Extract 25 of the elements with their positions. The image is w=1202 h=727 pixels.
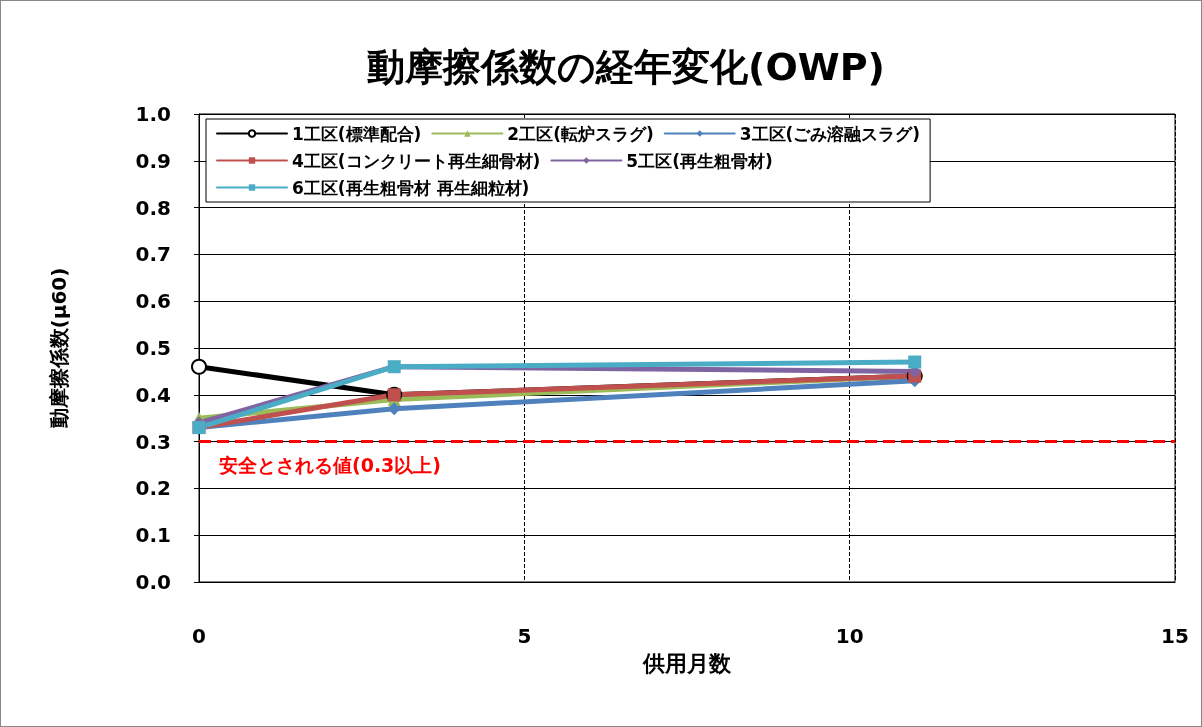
ref-line-label: 安全とされる値(0.3以上) bbox=[219, 454, 442, 477]
y-tick-label: 0.9 bbox=[135, 148, 171, 173]
y-tick-label: 0.3 bbox=[135, 429, 171, 454]
y-axis-title: 動摩擦係数(μ60) bbox=[47, 267, 71, 430]
y-tick-label: 0.8 bbox=[135, 195, 171, 220]
y-tick-label: 0.7 bbox=[135, 242, 171, 267]
x-tick-label: 0 bbox=[192, 624, 206, 648]
x-tick-label: 5 bbox=[517, 624, 532, 648]
legend-label: 2工区(転炉スラグ) bbox=[507, 123, 654, 144]
legend-label: 3工区(ごみ溶融スラグ) bbox=[739, 123, 921, 144]
legend-label: 1工区(標準配合) bbox=[292, 123, 422, 144]
legend-label: 5工区(再生粗骨材) bbox=[626, 150, 773, 171]
y-tick-label: 0.4 bbox=[135, 382, 171, 407]
y-tick-label: 1.0 bbox=[135, 102, 171, 126]
y-tick-label: 0.2 bbox=[135, 476, 171, 501]
x-tick-label: 10 bbox=[835, 624, 864, 648]
x-tick-label: 15 bbox=[1161, 624, 1189, 648]
y-tick-label: 0.5 bbox=[135, 336, 171, 360]
legend-label: 4工区(コンクリート再生細骨材) bbox=[292, 150, 541, 171]
x-axis-title: 供用月数 bbox=[642, 650, 732, 676]
y-tick-label: 0.6 bbox=[135, 289, 171, 314]
y-tick-label: 0.0 bbox=[135, 570, 171, 594]
chart-title: 動摩擦係数の経年変化(OWP) bbox=[367, 45, 885, 89]
legend-label: 6工区(再生粗骨材 再生細粒材) bbox=[292, 177, 530, 198]
y-tick-label: 0.1 bbox=[135, 523, 171, 548]
